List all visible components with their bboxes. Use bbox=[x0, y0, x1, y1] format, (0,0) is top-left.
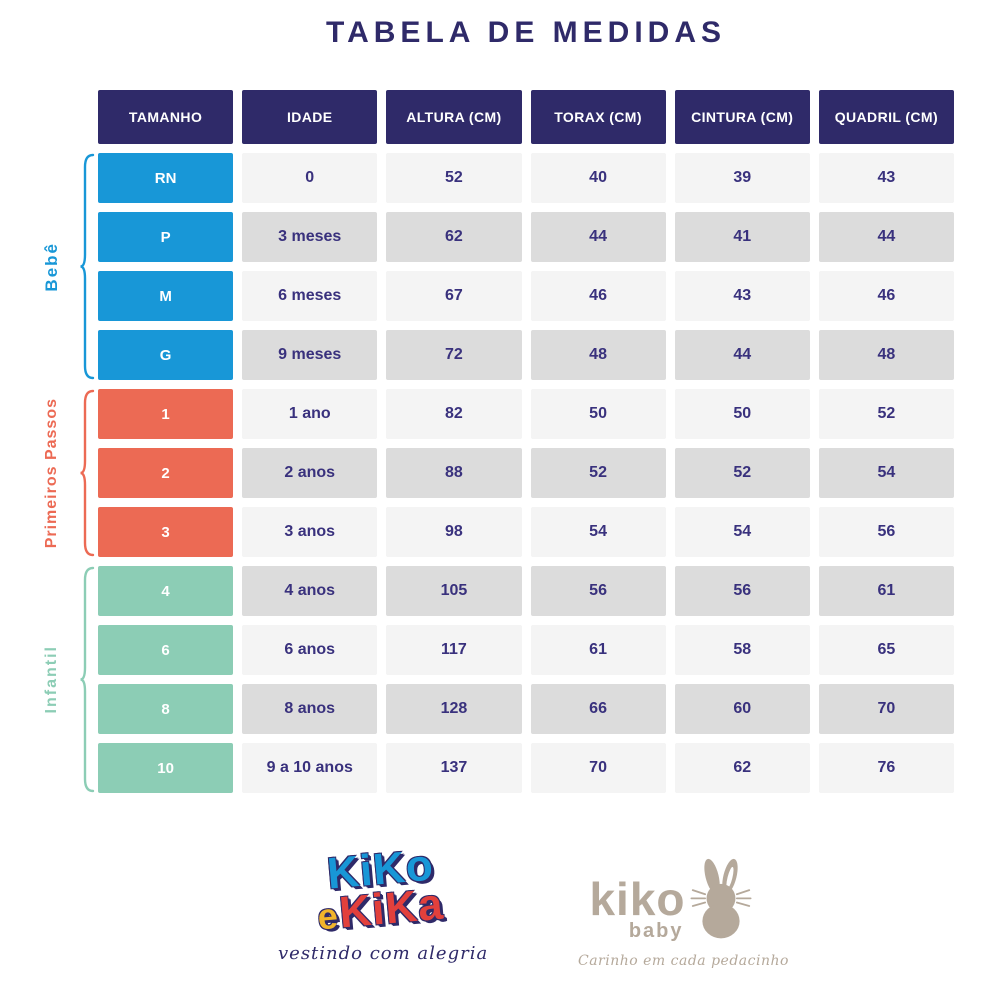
value-cell: 43 bbox=[818, 153, 954, 203]
value-cell: 72 bbox=[386, 330, 522, 380]
value-cell: 67 bbox=[386, 271, 522, 321]
value-cell: 128 bbox=[386, 684, 522, 734]
size-cell: M bbox=[98, 271, 234, 321]
infantil-group-brace bbox=[80, 566, 95, 793]
value-cell: 50 bbox=[674, 389, 810, 439]
size-cell: 3 bbox=[98, 507, 234, 557]
value-cell: 44 bbox=[674, 330, 810, 380]
measurements-table: TAMANHO IDADE ALTURA (CM) TORAX (CM) CINTURA… bbox=[98, 90, 954, 793]
value-cell: 52 bbox=[674, 448, 810, 498]
logo-text-e: e bbox=[315, 895, 340, 938]
kiko-e-kika-tagline: vestindo com alegria bbox=[278, 942, 489, 964]
value-cell: 82 bbox=[386, 389, 522, 439]
value-cell: 56 bbox=[530, 566, 666, 616]
value-cell: 41 bbox=[674, 212, 810, 262]
column-header-idade: IDADE bbox=[242, 90, 378, 144]
size-cell: 2 bbox=[98, 448, 234, 498]
primeiros-passos-group-brace bbox=[80, 389, 95, 557]
page-title: TABELA DE MEDIDAS bbox=[326, 16, 726, 49]
value-cell: 9 a 10 anos bbox=[242, 743, 378, 793]
value-cell: 98 bbox=[386, 507, 522, 557]
value-cell: 65 bbox=[818, 625, 954, 675]
size-cell: 10 bbox=[98, 743, 234, 793]
value-cell: 52 bbox=[530, 448, 666, 498]
bunny-icon bbox=[689, 858, 752, 939]
group-label-text: Bebê bbox=[42, 241, 61, 292]
value-cell: 52 bbox=[818, 389, 954, 439]
size-cell: G bbox=[98, 330, 234, 380]
size-cell: 4 bbox=[98, 566, 234, 616]
value-cell: 48 bbox=[818, 330, 954, 380]
value-cell: 6 meses bbox=[242, 271, 378, 321]
value-cell: 0 bbox=[242, 153, 378, 203]
kiko-baby-text: kiko baby bbox=[589, 876, 685, 949]
size-cell: 6 bbox=[98, 625, 234, 675]
value-cell: 66 bbox=[530, 684, 666, 734]
value-cell: 52 bbox=[386, 153, 522, 203]
group-label-text: Primeiros Passos bbox=[43, 397, 60, 549]
value-cell: 60 bbox=[674, 684, 810, 734]
kiko-baby-main: kiko baby bbox=[578, 845, 763, 949]
value-cell: 54 bbox=[674, 507, 810, 557]
logo-text-baby: baby bbox=[628, 920, 684, 942]
size-cell: 1 bbox=[98, 389, 234, 439]
group-label-bebe: Bebê bbox=[34, 153, 70, 380]
value-cell: 39 bbox=[674, 153, 810, 203]
value-cell: 43 bbox=[674, 271, 810, 321]
size-cell: P bbox=[98, 212, 234, 262]
group-label-infantil: Infantil bbox=[34, 566, 70, 793]
value-cell: 56 bbox=[818, 507, 954, 557]
value-cell: 2 anos bbox=[242, 448, 378, 498]
value-cell: 3 meses bbox=[242, 212, 378, 262]
value-cell: 54 bbox=[818, 448, 954, 498]
group-label-text: Infantil bbox=[43, 645, 60, 714]
value-cell: 61 bbox=[530, 625, 666, 675]
value-cell: 54 bbox=[530, 507, 666, 557]
value-cell: 40 bbox=[530, 153, 666, 203]
value-cell: 3 anos bbox=[242, 507, 378, 557]
value-cell: 137 bbox=[386, 743, 522, 793]
value-cell: 62 bbox=[674, 743, 810, 793]
value-cell: 105 bbox=[386, 566, 522, 616]
value-cell: 44 bbox=[530, 212, 666, 262]
kiko-e-kika-logo: KiKo eKiKa vestindo com alegria bbox=[278, 840, 489, 964]
group-label-primeiros-passos: Primeiros Passos bbox=[34, 389, 70, 557]
column-header-cintura-cm: CINTURA (CM) bbox=[674, 90, 810, 144]
size-cell: RN bbox=[98, 153, 234, 203]
value-cell: 1 ano bbox=[242, 389, 378, 439]
value-cell: 62 bbox=[386, 212, 522, 262]
value-cell: 46 bbox=[530, 271, 666, 321]
value-cell: 70 bbox=[818, 684, 954, 734]
value-cell: 117 bbox=[386, 625, 522, 675]
value-cell: 46 bbox=[818, 271, 954, 321]
value-cell: 48 bbox=[530, 330, 666, 380]
value-cell: 61 bbox=[818, 566, 954, 616]
value-cell: 8 anos bbox=[242, 684, 378, 734]
logo-text-kika: KiKa bbox=[337, 880, 446, 938]
value-cell: 56 bbox=[674, 566, 810, 616]
value-cell: 76 bbox=[818, 743, 954, 793]
bebe-group-brace bbox=[80, 153, 95, 380]
value-cell: 4 anos bbox=[242, 566, 378, 616]
value-cell: 88 bbox=[386, 448, 522, 498]
column-header-quadril-cm: QUADRIL (CM) bbox=[818, 90, 954, 144]
column-header-torax-cm: TORAX (CM) bbox=[530, 90, 666, 144]
value-cell: 58 bbox=[674, 625, 810, 675]
column-header-altura-cm: ALTURA (CM) bbox=[386, 90, 522, 144]
kiko-baby-tagline: Carinho em cada pedacinho bbox=[578, 953, 789, 969]
kiko-baby-logo: kiko baby bbox=[578, 845, 789, 969]
value-cell: 44 bbox=[818, 212, 954, 262]
size-cell: 8 bbox=[98, 684, 234, 734]
column-header-tamanho: TAMANHO bbox=[98, 90, 234, 144]
value-cell: 9 meses bbox=[242, 330, 378, 380]
value-cell: 6 anos bbox=[242, 625, 378, 675]
value-cell: 50 bbox=[530, 389, 666, 439]
logo-text-kiko-baby: kiko bbox=[589, 873, 686, 925]
value-cell: 70 bbox=[530, 743, 666, 793]
